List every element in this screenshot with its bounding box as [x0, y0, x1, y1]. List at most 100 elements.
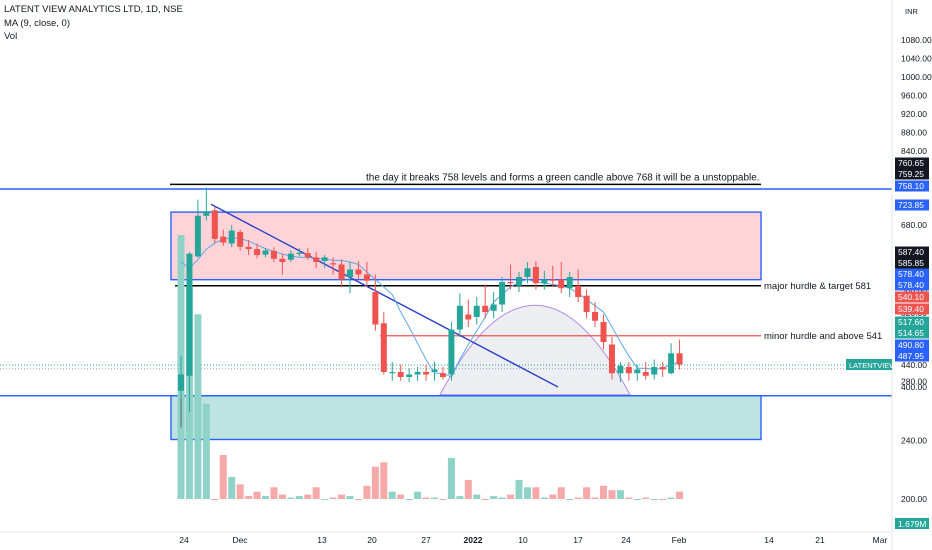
- volume-bar: [540, 497, 548, 499]
- volume-bar: [667, 497, 675, 499]
- ma-indicator-label[interactable]: MA (9, close, 0): [4, 18, 70, 29]
- downtrend-line: [210, 203, 559, 388]
- volume-bar: [447, 457, 455, 499]
- candle-body: [608, 344, 615, 374]
- volume-bar: [245, 496, 253, 499]
- price-label-box: [895, 291, 929, 303]
- volume-value-text: 1.679M: [898, 519, 926, 529]
- price-label-text: 758.10: [898, 181, 924, 191]
- volume-bar: [549, 494, 557, 499]
- volume-bar: [202, 403, 210, 499]
- price-label-box: [895, 257, 929, 269]
- major-hurdle-annotation: major hurdle & target 581: [764, 281, 871, 292]
- volume-bar: [659, 499, 667, 500]
- candle-body: [642, 372, 649, 376]
- volume-bar: [473, 494, 481, 499]
- volume-bar: [253, 491, 261, 499]
- price-label-box: [895, 246, 929, 258]
- volume-bar: [321, 499, 329, 500]
- candle-body: [355, 269, 362, 275]
- time-axis-tick: 13: [317, 535, 327, 545]
- candle-body: [583, 295, 590, 312]
- volume-bar: [405, 499, 413, 500]
- moving-average-line: [180, 237, 680, 378]
- volume-bar: [625, 497, 633, 499]
- price-label-text: 723.85: [898, 200, 924, 210]
- volume-bar: [439, 499, 447, 500]
- volume-bar: [456, 496, 464, 499]
- volume-bar: [354, 499, 362, 500]
- volume-bar: [287, 497, 295, 499]
- volume-bar: [304, 494, 312, 499]
- volume-bar: [676, 491, 684, 499]
- candle-body: [313, 257, 320, 262]
- price-label-box: [895, 180, 929, 192]
- candle-body: [186, 253, 193, 376]
- volume-bar: [507, 494, 515, 499]
- ticker-badge-text: LATENTVIEW: [849, 361, 897, 370]
- time-axis-tick: 24: [179, 535, 189, 545]
- candle-body: [516, 277, 522, 286]
- candle-body: [651, 367, 658, 375]
- time-axis-tick: 24: [621, 535, 631, 545]
- volume-bar: [591, 497, 599, 499]
- candle-body: [524, 268, 531, 277]
- volume-bar: [397, 494, 405, 499]
- candle-body: [254, 249, 261, 256]
- candle-body: [575, 285, 582, 297]
- candle-body: [296, 252, 303, 254]
- time-axis-tick: Feb: [672, 535, 687, 545]
- support-zone: [170, 395, 762, 441]
- candle-body: [600, 322, 607, 342]
- price-label-box: [895, 303, 929, 315]
- candle-body: [532, 267, 539, 284]
- volume-indicator-label[interactable]: Vol: [4, 31, 18, 42]
- volume-bar: [388, 491, 396, 499]
- volume-bar: [532, 487, 540, 499]
- price-label-text: 514.65: [898, 328, 924, 338]
- volume-bar: [346, 496, 354, 499]
- volume-bar: [431, 497, 438, 499]
- volume-bar: [464, 479, 472, 499]
- candle-body: [338, 264, 345, 280]
- volume-bar: [650, 499, 658, 500]
- candle-body: [431, 369, 438, 372]
- candle-body: [499, 282, 506, 305]
- volume-axis-tick: 200.00: [901, 494, 927, 504]
- volume-bar: [312, 487, 320, 499]
- price-label-box: [895, 327, 929, 339]
- volume-bar: [380, 462, 388, 499]
- currency-label: INR: [905, 7, 919, 16]
- volume-bar: [270, 487, 278, 499]
- time-axis-tick: Mar: [873, 535, 888, 545]
- time-axis-tick: 2022: [464, 535, 483, 545]
- price-label-text: 539.40: [898, 304, 924, 314]
- price-label-text: 578.40: [898, 269, 924, 279]
- price-label-box: [895, 157, 929, 169]
- price-label-text: 540.10: [898, 292, 924, 302]
- candle-body: [507, 282, 514, 284]
- price-label-box: [895, 268, 929, 280]
- candle-body: [287, 253, 294, 260]
- candle-body: [448, 329, 455, 375]
- candle-body: [262, 250, 269, 255]
- volume-bar: [574, 497, 582, 499]
- minor-hurdle-annotation: minor hurdle and above 541: [764, 331, 882, 342]
- volume-axis-tick: 240.00: [901, 435, 927, 445]
- chart-title: LATENT VIEW ANALYTICS LTD, 1D, NSE: [4, 4, 183, 15]
- volume-bar: [633, 499, 641, 500]
- volume-bar: [481, 499, 489, 500]
- price-axis-tick: 960.00: [901, 91, 927, 101]
- candle-body: [482, 305, 489, 312]
- price-axis-tick: 1040.00: [901, 54, 932, 64]
- candle-body: [566, 277, 573, 289]
- candle-body: [380, 323, 387, 372]
- time-axis-tick: 14: [764, 535, 774, 545]
- resistance-zone: [170, 211, 762, 281]
- price-label-text: 517.60: [898, 317, 924, 327]
- price-label-box: [895, 316, 929, 328]
- volume-bar: [363, 485, 371, 499]
- candle-body: [617, 365, 624, 374]
- price-label-text: 759.25: [898, 169, 924, 179]
